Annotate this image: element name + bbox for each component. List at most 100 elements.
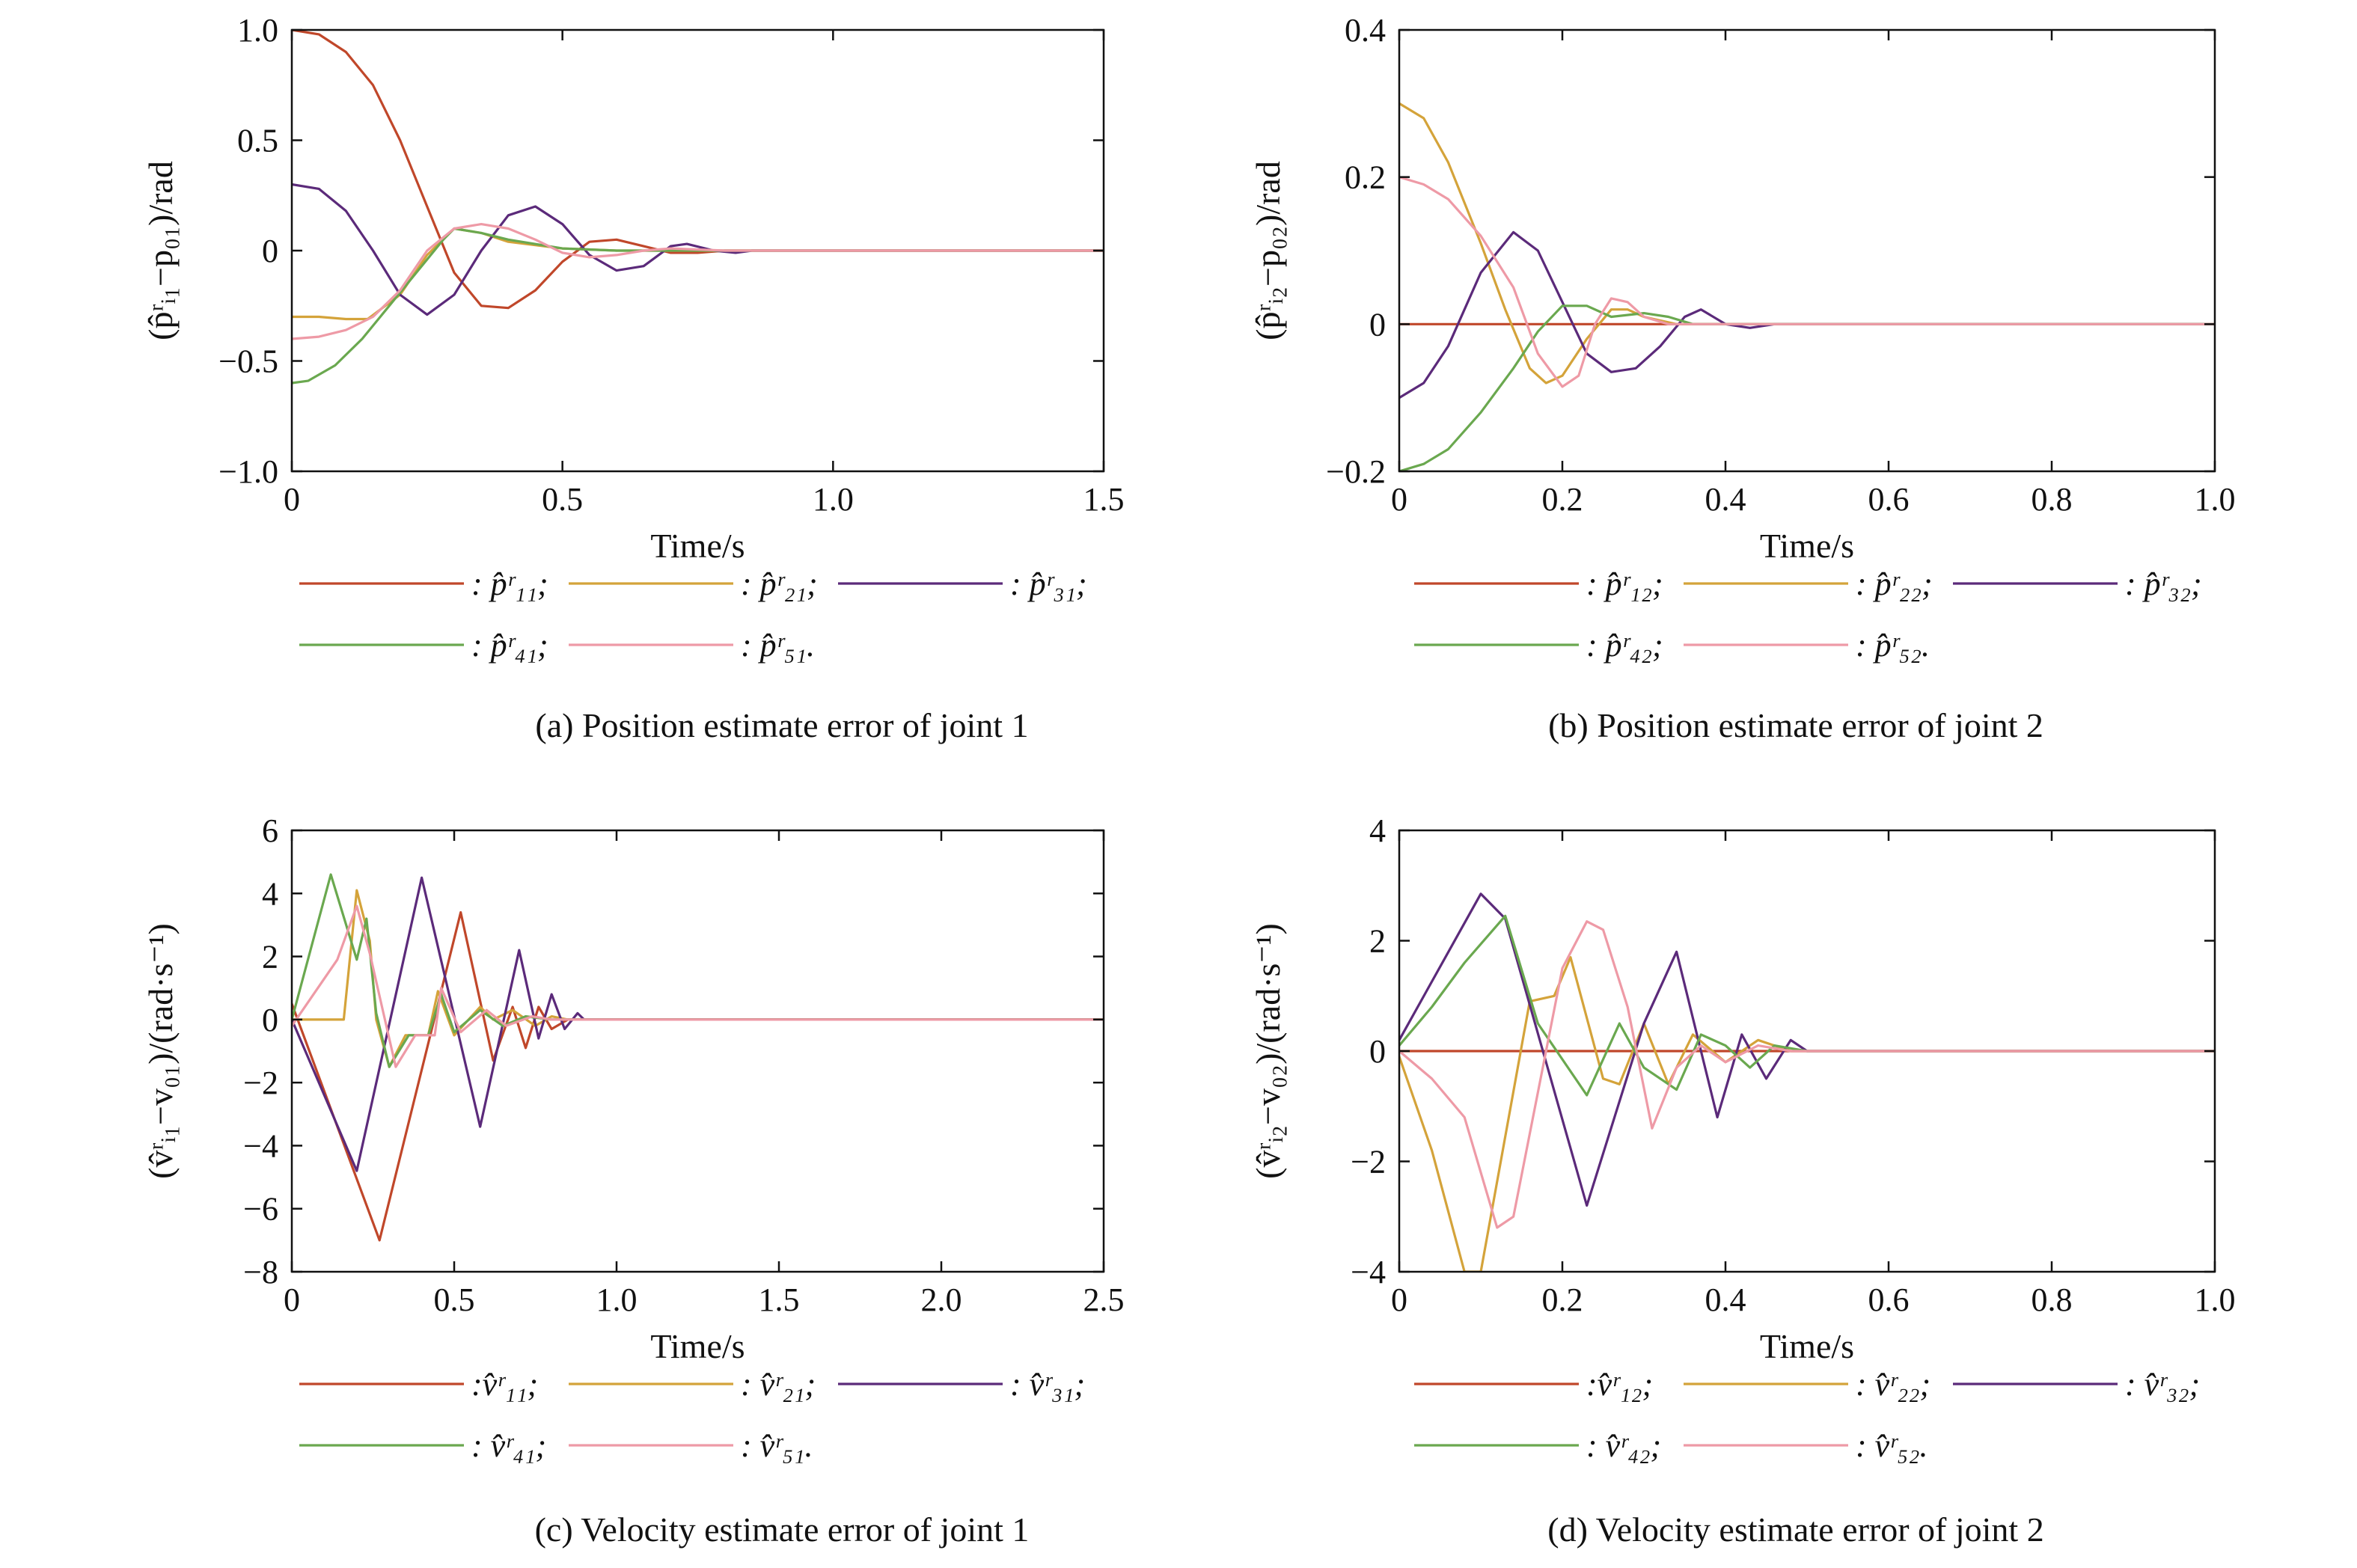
x-axis-label: Time/s (650, 1327, 745, 1365)
x-tick-label: 1.0 (2195, 1281, 2236, 1318)
series-line-4 (292, 227, 1104, 385)
x-tick-label: 0 (1391, 1281, 1407, 1318)
x-tick-label: 0.4 (1705, 1281, 1746, 1318)
panel-b: 0 0.2 0.4 0.6 0.8 1.0−0.200.20.4Time/s(p̂ʳᵢ₂−… (1249, 12, 2236, 744)
y-tick-label: 0.2 (1345, 159, 1386, 196)
x-tick-label: 0.8 (2032, 481, 2073, 518)
y-tick-label: −6 (243, 1191, 278, 1228)
y-tick-label: 4 (1369, 812, 1386, 849)
legend-label-1: : p̂ʳ₁₁; (471, 566, 548, 602)
y-axis-label: (v̂ʳᵢ₂−v₀₂)/(rad·s⁻¹) (1249, 923, 1287, 1179)
legend-label-5: : p̂ʳ₅₂. (1856, 627, 1930, 664)
y-axis-label: (p̂ʳᵢ₂−p₀₂)/rad (1249, 161, 1287, 340)
legend-label-1: : p̂ʳ₁₂; (1586, 566, 1663, 602)
y-tick-label: −0.5 (218, 343, 278, 380)
x-tick-label: 0.2 (1542, 1281, 1583, 1318)
series-line-2 (1399, 956, 2215, 1272)
legend-label-4: : p̂ʳ₄₂; (1586, 627, 1663, 664)
series-line-5 (1399, 920, 2215, 1229)
plot-frame (1398, 28, 2216, 473)
series-line-5 (292, 904, 1104, 1068)
series-group (1399, 892, 2215, 1272)
y-tick-label: 0.4 (1345, 12, 1386, 49)
x-tick-label: 1.5 (1083, 481, 1125, 518)
series-line-3 (1399, 230, 2215, 399)
y-tick-label: 0 (1369, 306, 1386, 343)
x-axis-label: Time/s (1760, 527, 1854, 565)
series-group (292, 873, 1104, 1242)
legend-label-2: : v̂ʳ₂₂; (1856, 1366, 1930, 1403)
x-tick-label: 1.0 (813, 481, 854, 518)
x-tick-label: 0.5 (434, 1281, 475, 1318)
plot-frame (290, 829, 1105, 1273)
y-tick-label: 0 (1369, 1033, 1386, 1070)
legend-label-2: : v̂ʳ₂₁; (741, 1366, 816, 1403)
series-line-1 (292, 30, 1104, 310)
panel-caption: (d) Velocity estimate error of joint 2 (1547, 1510, 2043, 1549)
x-tick-label: 0 (1391, 481, 1407, 518)
y-tick-label: −2 (1351, 1144, 1386, 1180)
legend-label-3: : v̂ʳ₃₁; (1010, 1366, 1085, 1403)
legend-label-5: : v̂ʳ₅₁. (741, 1427, 813, 1464)
y-tick-label: 4 (262, 875, 278, 912)
y-tick-label: −1.0 (218, 453, 278, 490)
legend-label-4: : p̂ʳ₄₁; (471, 627, 548, 664)
x-tick-label: 0.6 (1868, 1281, 1910, 1318)
series-group (292, 30, 1104, 385)
x-tick-label: 1.0 (596, 1281, 638, 1318)
x-tick-label: 0.2 (1542, 481, 1583, 518)
panel-caption: (c) Velocity estimate error of joint 1 (535, 1510, 1030, 1549)
y-tick-label: −4 (243, 1127, 278, 1164)
y-tick-label: 0 (262, 1002, 278, 1038)
y-tick-label: 2 (262, 939, 278, 976)
x-tick-label: 1.0 (2195, 481, 2236, 518)
series-line-4 (1399, 304, 2215, 471)
legend-label-4: : v̂ʳ₄₁; (471, 1427, 546, 1464)
panel-caption: (a) Position estimate error of joint 1 (535, 706, 1028, 744)
y-tick-label: 0 (262, 233, 278, 269)
legend-label-1: :v̂ʳ₁₂; (1586, 1366, 1653, 1403)
y-tick-label: 1.0 (237, 12, 278, 49)
legend-label-3: : p̂ʳ₃₁; (1010, 566, 1087, 602)
x-tick-label: 0 (284, 481, 300, 518)
x-axis-label: Time/s (1760, 1327, 1854, 1365)
y-tick-label: 2 (1369, 923, 1386, 960)
y-tick-label: −2 (243, 1065, 278, 1101)
legend-label-3: : p̂ʳ₃₂; (2125, 566, 2202, 602)
x-tick-label: 0.8 (2032, 1281, 2073, 1318)
y-axis-label: (p̂ʳᵢ₁−p₀₁)/rad (141, 161, 180, 340)
x-tick-label: 0.4 (1705, 481, 1746, 518)
series-line-4 (1399, 914, 2215, 1097)
x-tick-label: 2.5 (1083, 1281, 1125, 1318)
series-line-3 (1399, 892, 2215, 1207)
legend-label-5: : v̂ʳ₅₂. (1856, 1427, 1928, 1464)
y-tick-label: −8 (243, 1254, 278, 1290)
x-tick-label: 0 (284, 1281, 300, 1318)
series-line-5 (292, 223, 1104, 340)
x-axis-label: Time/s (650, 527, 745, 565)
legend-label-5: : p̂ʳ₅₁. (741, 627, 815, 664)
y-tick-label: 6 (262, 812, 278, 849)
legend-label-2: : p̂ʳ₂₁; (741, 566, 818, 602)
x-tick-label: 2.0 (921, 1281, 962, 1318)
legend-label-4: : v̂ʳ₄₂; (1586, 1427, 1661, 1464)
x-tick-label: 0.6 (1868, 481, 1910, 518)
y-tick-label: −0.2 (1326, 453, 1386, 490)
y-axis-label: (v̂ʳᵢ₁−v₀₁)/(rad·s⁻¹) (141, 923, 180, 1179)
legend-label-1: :v̂ʳ₁₁; (471, 1366, 538, 1403)
panel-d: 0 0.2 0.4 0.6 0.8 1.0 −4 −2 0 2 4 Time/s (v̂ʳᵢ₂−v₀₂)… (1249, 812, 2236, 1549)
x-tick-label: 1.5 (759, 1281, 800, 1318)
series-line-2 (1399, 102, 2215, 385)
series-line-3 (292, 876, 1104, 1172)
series-group (1399, 102, 2215, 471)
legend-label-3: : v̂ʳ₃₂; (2125, 1366, 2200, 1403)
y-tick-label: 0.5 (237, 123, 278, 159)
y-tick-label: −4 (1351, 1254, 1386, 1290)
legend-label-2: : p̂ʳ₂₂; (1856, 566, 1933, 602)
x-tick-label: 0.5 (542, 481, 583, 518)
panel-caption: (b) Position estimate error of joint 2 (1548, 706, 2043, 744)
panel-c: 0 0.5 1.0 1.5 2.0 2.5 −8 −6 −4 −2 0 2 4 6 Time/s (v̂ʳᵢ₁… (141, 812, 1125, 1549)
panel-a: 0 0.5 1.0 1.5 −1.0 −0.5 0 0.5 1.0 Time/s (p̂ʳᵢ₁−p₀… (141, 12, 1125, 744)
series-line-5 (1399, 176, 2215, 388)
